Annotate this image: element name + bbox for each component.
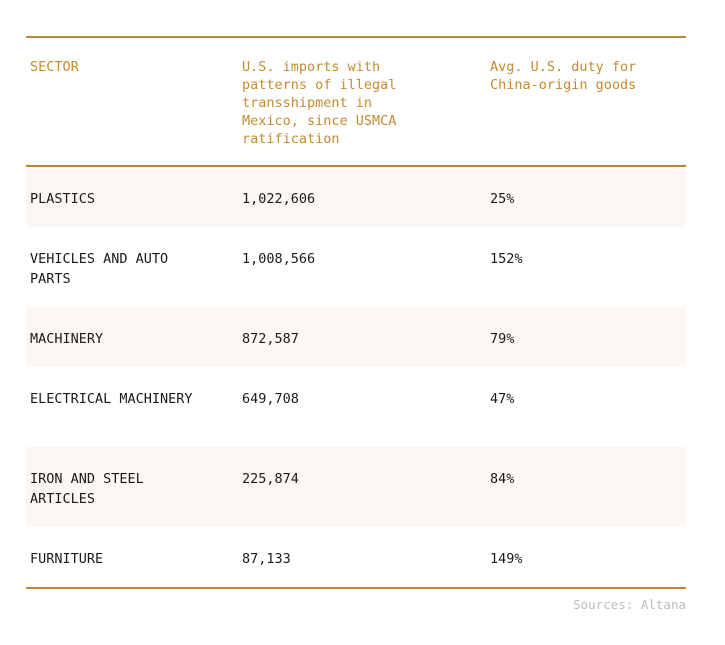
- table-row: PLASTICS 1,022,606 25%: [26, 167, 686, 227]
- cell-duty: 149%: [490, 551, 523, 567]
- source-note: Sources: Altana: [573, 597, 686, 612]
- table-row: FURNITURE 87,133 149%: [26, 527, 686, 587]
- top-rule: [26, 36, 686, 38]
- cell-sector: ELECTRICAL MACHINERY: [30, 391, 193, 407]
- data-table: SECTOR U.S. imports with patterns of ill…: [26, 36, 686, 589]
- cell-imports: 1,008,566: [242, 251, 316, 267]
- header-sector: SECTOR: [30, 59, 79, 75]
- table-row: ELECTRICAL MACHINERY 649,708 47%: [26, 367, 686, 447]
- header-duty: Avg. U.S. duty for China-origin goods: [490, 59, 637, 93]
- cell-imports: 225,874: [242, 471, 299, 487]
- cell-sector: FURNITURE: [30, 551, 104, 567]
- header-imports: U.S. imports with patterns of illegal tr…: [242, 59, 397, 147]
- cell-duty: 84%: [490, 471, 515, 487]
- table-row: MACHINERY 872,587 79%: [26, 307, 686, 367]
- cell-duty: 25%: [490, 191, 515, 207]
- cell-sector: MACHINERY: [30, 331, 104, 347]
- cell-imports: 1,022,606: [242, 191, 316, 207]
- header-rule: [26, 165, 686, 167]
- cell-imports: 872,587: [242, 331, 299, 347]
- cell-duty: 79%: [490, 331, 515, 347]
- cell-duty: 152%: [490, 251, 523, 267]
- table-row: VEHICLES AND AUTO PARTS 1,008,566 152%: [26, 227, 686, 307]
- cell-duty: 47%: [490, 391, 515, 407]
- table-row: IRON AND STEEL ARTICLES 225,874 84%: [26, 447, 686, 527]
- bottom-rule: [26, 587, 686, 589]
- cell-imports: 87,133: [242, 551, 291, 567]
- cell-sector: IRON AND STEEL ARTICLES: [30, 471, 144, 507]
- cell-sector: VEHICLES AND AUTO PARTS: [30, 251, 169, 287]
- cell-imports: 649,708: [242, 391, 299, 407]
- table-header: SECTOR U.S. imports with patterns of ill…: [26, 38, 686, 165]
- cell-sector: PLASTICS: [30, 191, 96, 207]
